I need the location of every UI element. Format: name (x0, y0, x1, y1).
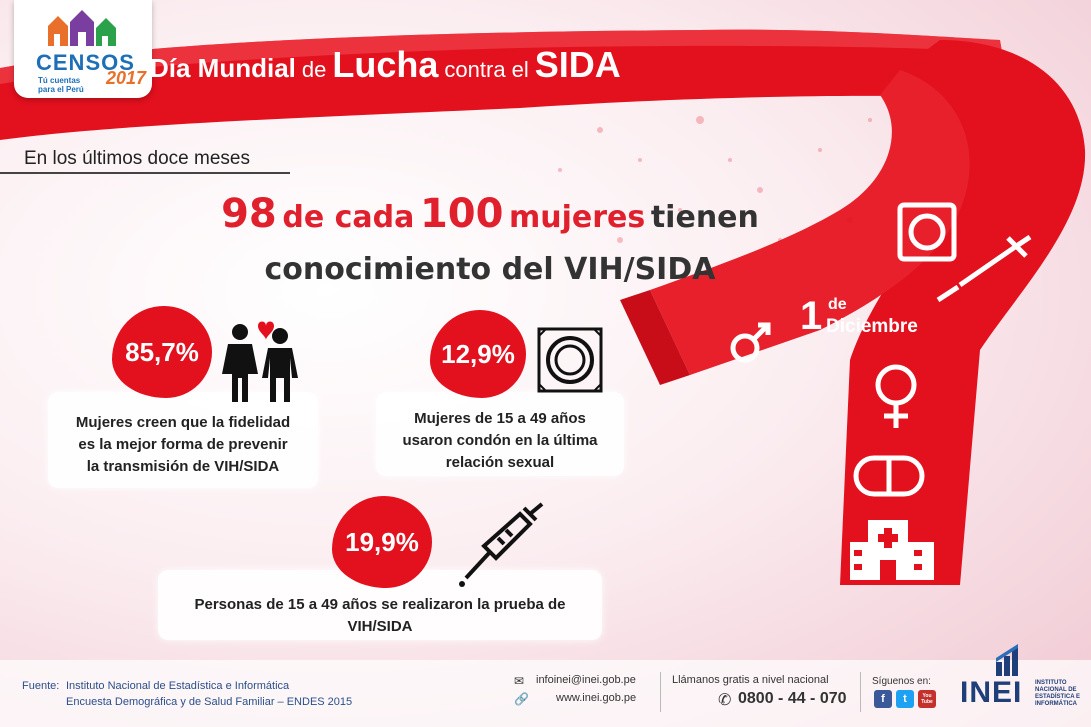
stat-value-condom: 12,9% (430, 310, 526, 398)
stat-card-fidelity (48, 392, 318, 488)
inei-brand: INEI (960, 676, 1023, 709)
date-de: de (828, 296, 847, 313)
email-link[interactable]: infoinei@inei.gob.pe (536, 674, 636, 686)
web-link[interactable]: www.inei.gob.pe (556, 692, 637, 704)
link-icon: 🔗 (514, 692, 529, 706)
stat-text-condom: Mujeres de 15 a 49 años usaron condón en… (376, 408, 624, 474)
facebook-icon[interactable]: f (874, 690, 892, 708)
headline-number-100: 100 (419, 191, 504, 237)
phone-number[interactable]: 0800 - 44 - 070 (738, 690, 847, 707)
condom-icon (537, 327, 603, 393)
stat-text-fidelity-line-3: la transmisión de VIH/SIDA (86, 458, 280, 475)
logo-houses-icon (48, 10, 116, 46)
stat-text-condom-line-1: Mujeres de 15 a 49 años (414, 410, 586, 427)
title-part-4: contra el (444, 57, 529, 82)
headline-number-98: 98 (221, 191, 277, 237)
footer-divider-2 (860, 672, 861, 712)
headline-have: tienen (650, 200, 759, 235)
title-part-3: Lucha (332, 44, 439, 85)
headline-of-every: de cada (282, 200, 415, 235)
ribbon-condom-icon (897, 202, 957, 262)
stat-card-condom (376, 392, 624, 476)
stat-text-test-line-1: Personas de 15 a 49 años se realizaron l… (194, 596, 566, 613)
syringe-icon (459, 502, 544, 587)
date-day: 1 (800, 294, 823, 338)
stat-value-fidelity: 85,7% (112, 306, 212, 398)
inei-emblem-icon (996, 644, 1018, 676)
subtitle: En los últimos doce meses (24, 148, 250, 169)
title-part-1: Día Mundial (150, 53, 296, 83)
source-label: Fuente: (22, 680, 60, 692)
stat-text-test-line-2: VIH/SIDA (347, 618, 413, 635)
headline-line-1: 98 de cada 100 mujeres tienen (180, 190, 800, 246)
page-title: Día Mundial de Lucha contra el SIDA (150, 44, 870, 100)
ribbon-syringe-icon (936, 234, 1032, 303)
title-part-2: de (301, 57, 327, 82)
source-line-1: Instituto Nacional de Estadística e Info… (66, 680, 290, 692)
phone-icon: ✆ (718, 692, 732, 709)
call-label: Llámanos gratis a nivel nacional (672, 674, 829, 686)
logo-word: CENSOS (36, 50, 135, 75)
date-month: Diciembre (826, 316, 918, 337)
headline-line-2: conocimiento del VIH/SIDA (264, 252, 716, 287)
stat-text-test: Personas de 15 a 49 años se realizaron l… (160, 594, 600, 638)
subtitle-bar: En los últimos doce meses (0, 144, 290, 174)
footer-divider-1 (660, 672, 661, 712)
couple-heart-icon (222, 321, 298, 402)
stat-value-test: 19,9% (332, 496, 432, 588)
stat-text-fidelity: Mujeres creen que la fidelidad es la mej… (50, 412, 316, 478)
stat-text-condom-line-3: relación sexual (445, 454, 555, 471)
follow-label: Síguenos en: (872, 676, 931, 687)
headline: 98 de cada 100 mujeres tienen conocimien… (180, 190, 800, 294)
ribbon-male-symbol-icon (730, 333, 760, 363)
ribbon-date: 1 de Diciembre (800, 294, 918, 339)
stat-text-fidelity-line-1: Mujeres creen que la fidelidad (75, 414, 291, 431)
stat-text-fidelity-line-2: es la mejor forma de prevenir (78, 436, 288, 453)
twitter-icon[interactable]: t (896, 690, 914, 708)
censos-logo: CENSOS 2017 Tú cuentas para el Perú (14, 0, 152, 98)
email-icon: ✉ (514, 674, 525, 688)
source-line-2: Encuesta Demográfica y de Salud Familiar… (66, 696, 353, 708)
headline-women: mujeres (509, 200, 646, 235)
inei-brand-subtitle: INSTITUTO NACIONAL DE ESTADÍSTICA E INFO… (1035, 680, 1081, 707)
logo-year: 2017 (106, 68, 147, 88)
logo-tagline: Tú cuentas para el Perú (38, 76, 84, 94)
stat-text-condom-line-2: usaron condón en la última (402, 432, 598, 449)
title-part-5: SIDA (534, 44, 621, 85)
youtube-icon[interactable]: You Tube (918, 690, 936, 708)
